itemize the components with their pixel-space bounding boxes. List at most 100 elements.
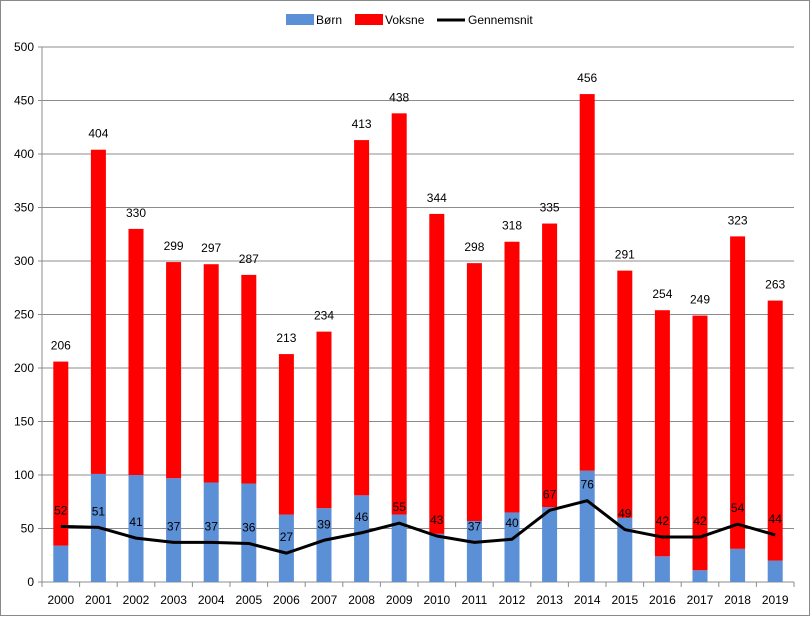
bar-born: [767, 560, 783, 582]
x-tick-label: 2015: [611, 593, 638, 607]
average-label: 67: [543, 487, 557, 501]
average-label: 51: [92, 504, 106, 518]
x-tick-label: 2019: [762, 593, 789, 607]
average-label: 49: [618, 507, 632, 521]
x-axis-ticks: 2000 2001 2002 2003 2004 2005 2006 2007 2008 2009…: [41, 582, 795, 607]
y-tick-label: 400: [14, 147, 34, 161]
average-label: 36: [242, 520, 256, 534]
bar-born: [542, 507, 558, 582]
bar-born: [391, 514, 407, 582]
x-tick-label: 2017: [687, 593, 714, 607]
bar-total-label: 413: [352, 117, 372, 131]
bar-voksne: [542, 223, 558, 508]
bar-total-label: 404: [88, 127, 108, 141]
bar-total-label: 456: [577, 71, 597, 85]
bar-voksne: [654, 310, 670, 557]
bar-total-label: 287: [239, 252, 259, 266]
bar-total-label: 438: [389, 90, 409, 104]
bar-born: [203, 482, 219, 582]
bar-voksne: [53, 361, 69, 546]
average-label: 52: [54, 503, 68, 517]
bar-born: [316, 508, 332, 582]
bar-voksne: [466, 263, 482, 522]
x-tick-label: 2016: [649, 593, 676, 607]
x-tick-label: 2006: [273, 593, 300, 607]
bar-total-label: 299: [164, 239, 184, 253]
bar-voksne: [316, 331, 332, 509]
bar-born: [504, 512, 520, 582]
bar-total-label: 254: [652, 287, 672, 301]
y-tick-label: 100: [14, 468, 34, 482]
bar-voksne: [730, 236, 746, 549]
average-label: 39: [317, 517, 331, 531]
bar-total-label: 318: [502, 219, 522, 233]
legend-swatch: [355, 14, 383, 25]
legend: Børn Voksne Gennemsnit: [286, 13, 533, 27]
bar-total-label: 234: [314, 309, 334, 323]
bar-born: [128, 475, 144, 582]
y-tick-label: 150: [14, 415, 34, 429]
bar-voksne: [579, 94, 595, 471]
bar-total-label: 335: [540, 201, 560, 215]
y-tick-label: 300: [14, 254, 34, 268]
average-label: 44: [769, 512, 783, 526]
y-tick-label: 200: [14, 361, 34, 375]
y-tick-label: 350: [14, 201, 34, 215]
bars: [53, 94, 783, 582]
average-label: 41: [129, 515, 143, 529]
bar-born: [166, 478, 182, 582]
x-tick-label: 2000: [47, 593, 74, 607]
x-tick-label: 2009: [386, 593, 413, 607]
x-tick-label: 2011: [461, 593, 487, 607]
y-tick-label: 450: [14, 94, 34, 108]
average-label: 54: [731, 501, 745, 515]
y-tick-label: 250: [14, 308, 34, 322]
bar-voksne: [128, 228, 144, 475]
x-tick-label: 2018: [724, 593, 751, 607]
bar-born: [429, 533, 445, 582]
bar-born: [354, 495, 370, 582]
bar-voksne: [617, 270, 633, 518]
x-tick-label: 2001: [85, 593, 112, 607]
average-label: 46: [355, 510, 369, 524]
bar-voksne: [504, 241, 520, 513]
bar-voksne: [203, 264, 219, 483]
bar-voksne: [391, 113, 407, 515]
bar-voksne: [767, 300, 783, 561]
bar-voksne: [241, 274, 257, 484]
average-label: 27: [280, 530, 294, 544]
bar-born: [53, 545, 69, 582]
legend-label: Børn: [316, 13, 342, 27]
average-label: 76: [581, 478, 595, 492]
x-tick-label: 2012: [499, 593, 526, 607]
average-label: 43: [430, 513, 444, 527]
gridlines: [41, 46, 794, 583]
x-tick-label: 2005: [235, 593, 262, 607]
bar-total-label: 323: [728, 213, 748, 227]
bar-total-label: 297: [201, 241, 221, 255]
bar-born: [654, 556, 670, 582]
bar-born: [617, 517, 633, 582]
legend-label: Gennemsnit: [468, 13, 533, 27]
x-tick-label: 2004: [198, 593, 225, 607]
legend-label: Voksne: [385, 13, 425, 27]
x-tick-label: 2010: [423, 593, 450, 607]
bar-born: [241, 483, 257, 582]
bar-voksne: [429, 213, 445, 534]
average-label: 37: [167, 519, 181, 533]
bar-total-label: 263: [765, 278, 785, 292]
average-label: 42: [693, 514, 707, 528]
average-label: 55: [393, 500, 407, 514]
bar-total-label: 213: [276, 331, 296, 345]
bar-born: [692, 570, 708, 582]
y-axis-ticks: 0 50 100 150 200 250 300 350 400 450 500: [14, 40, 42, 589]
bar-voksne: [278, 354, 294, 515]
x-tick-label: 2002: [123, 593, 150, 607]
average-label: 37: [468, 519, 482, 533]
legend-swatch: [286, 14, 314, 25]
y-tick-label: 500: [14, 40, 34, 54]
bar-born: [579, 470, 595, 582]
bar-total-label: 298: [464, 240, 484, 254]
